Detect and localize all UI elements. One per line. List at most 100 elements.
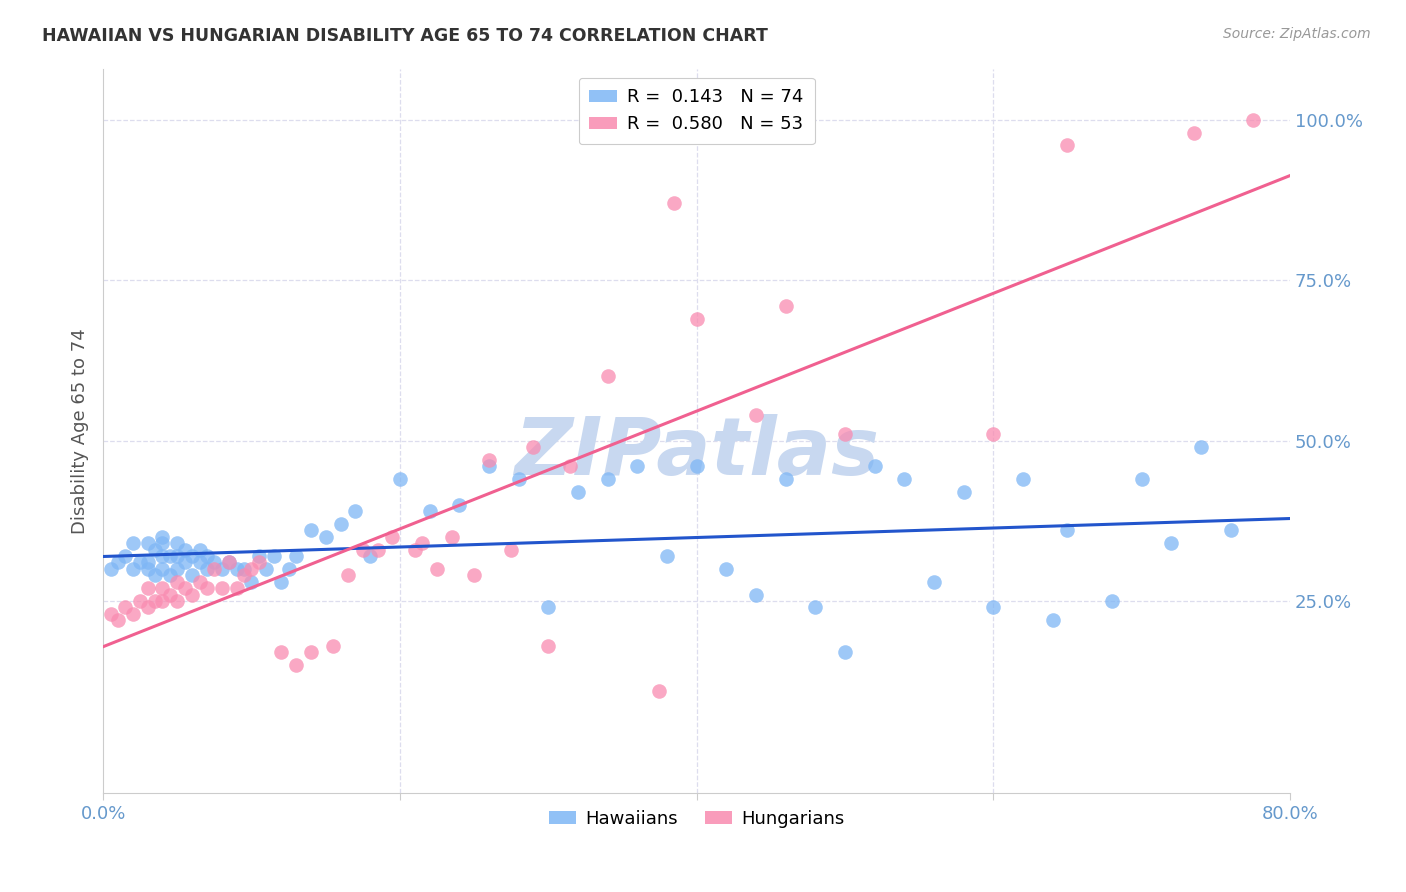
Point bbox=[136, 536, 159, 550]
Point bbox=[270, 645, 292, 659]
Point bbox=[181, 587, 204, 601]
Point bbox=[344, 504, 367, 518]
Point bbox=[129, 594, 152, 608]
Point bbox=[863, 459, 886, 474]
Point bbox=[626, 459, 648, 474]
Point bbox=[596, 472, 619, 486]
Point bbox=[270, 574, 292, 589]
Point bbox=[981, 427, 1004, 442]
Text: ZIPatlas: ZIPatlas bbox=[515, 414, 879, 491]
Point bbox=[240, 562, 263, 576]
Point bbox=[159, 587, 181, 601]
Point bbox=[478, 459, 501, 474]
Point bbox=[136, 581, 159, 595]
Point bbox=[411, 536, 433, 550]
Point bbox=[381, 530, 404, 544]
Point bbox=[136, 556, 159, 570]
Point bbox=[322, 639, 344, 653]
Point bbox=[367, 542, 389, 557]
Point bbox=[664, 196, 686, 211]
Point bbox=[299, 645, 322, 659]
Point bbox=[166, 536, 188, 550]
Point bbox=[685, 459, 707, 474]
Point bbox=[567, 484, 589, 499]
Point bbox=[1189, 440, 1212, 454]
Point bbox=[501, 542, 523, 557]
Point bbox=[143, 594, 166, 608]
Point bbox=[1182, 126, 1205, 140]
Point bbox=[648, 683, 671, 698]
Point bbox=[195, 581, 218, 595]
Y-axis label: Disability Age 65 to 74: Disability Age 65 to 74 bbox=[72, 328, 89, 533]
Text: Source: ZipAtlas.com: Source: ZipAtlas.com bbox=[1223, 27, 1371, 41]
Point bbox=[1241, 112, 1264, 127]
Point bbox=[143, 542, 166, 557]
Point bbox=[195, 562, 218, 576]
Point bbox=[893, 472, 915, 486]
Point bbox=[211, 581, 233, 595]
Point bbox=[277, 562, 299, 576]
Point bbox=[359, 549, 381, 563]
Point bbox=[463, 568, 485, 582]
Point bbox=[478, 452, 501, 467]
Point bbox=[685, 311, 707, 326]
Point bbox=[952, 484, 974, 499]
Point bbox=[100, 562, 122, 576]
Point bbox=[329, 516, 352, 531]
Point bbox=[173, 581, 195, 595]
Point bbox=[426, 562, 449, 576]
Point bbox=[1219, 524, 1241, 538]
Point bbox=[152, 581, 174, 595]
Point bbox=[188, 574, 211, 589]
Point bbox=[195, 549, 218, 563]
Point bbox=[285, 658, 308, 673]
Point bbox=[188, 556, 211, 570]
Point bbox=[218, 556, 240, 570]
Point bbox=[834, 645, 856, 659]
Point bbox=[745, 587, 768, 601]
Point bbox=[233, 568, 256, 582]
Point bbox=[1042, 613, 1064, 627]
Point bbox=[1056, 138, 1078, 153]
Point bbox=[1160, 536, 1182, 550]
Point bbox=[285, 549, 308, 563]
Point bbox=[1101, 594, 1123, 608]
Point bbox=[121, 562, 143, 576]
Point bbox=[1130, 472, 1153, 486]
Point bbox=[166, 574, 188, 589]
Point bbox=[136, 600, 159, 615]
Point bbox=[1056, 524, 1078, 538]
Point bbox=[404, 542, 426, 557]
Point bbox=[225, 562, 247, 576]
Point bbox=[152, 594, 174, 608]
Point bbox=[159, 549, 181, 563]
Point bbox=[166, 594, 188, 608]
Legend: Hawaiians, Hungarians: Hawaiians, Hungarians bbox=[541, 803, 852, 835]
Point bbox=[315, 530, 337, 544]
Point bbox=[537, 600, 560, 615]
Point bbox=[1012, 472, 1035, 486]
Point bbox=[981, 600, 1004, 615]
Point bbox=[181, 568, 204, 582]
Point bbox=[247, 549, 270, 563]
Point bbox=[107, 556, 129, 570]
Point bbox=[211, 562, 233, 576]
Point bbox=[218, 556, 240, 570]
Point bbox=[522, 440, 544, 454]
Point bbox=[166, 549, 188, 563]
Point bbox=[352, 542, 374, 557]
Point bbox=[143, 568, 166, 582]
Point bbox=[114, 600, 136, 615]
Point bbox=[922, 574, 945, 589]
Point bbox=[202, 556, 225, 570]
Point bbox=[560, 459, 582, 474]
Point bbox=[716, 562, 738, 576]
Point bbox=[240, 574, 263, 589]
Point bbox=[152, 530, 174, 544]
Point bbox=[804, 600, 827, 615]
Point bbox=[136, 562, 159, 576]
Point bbox=[152, 562, 174, 576]
Text: HAWAIIAN VS HUNGARIAN DISABILITY AGE 65 TO 74 CORRELATION CHART: HAWAIIAN VS HUNGARIAN DISABILITY AGE 65 … bbox=[42, 27, 768, 45]
Point bbox=[100, 607, 122, 621]
Point bbox=[159, 568, 181, 582]
